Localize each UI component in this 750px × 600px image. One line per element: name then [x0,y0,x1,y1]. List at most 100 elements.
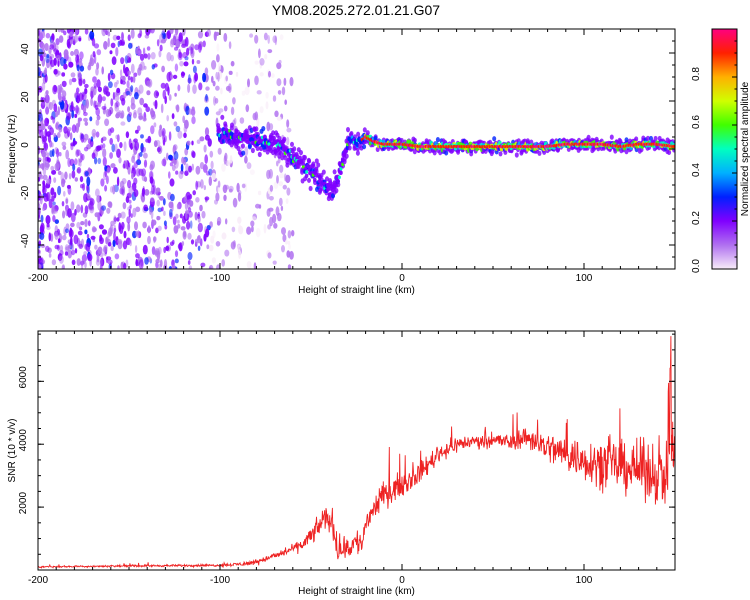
noise-cell [200,179,204,189]
noise-cell [69,227,73,237]
x-tick-label: -200 [28,273,48,284]
noise-cell [104,185,108,192]
noise-cell [50,59,55,68]
noise-cell [82,78,86,85]
noise-cell [61,178,65,188]
noise-cell [174,29,179,36]
y-tick-label: 0 [20,142,31,148]
noise-cell [279,173,284,179]
noise-cell [46,118,50,124]
noise-cell [132,75,136,83]
noise-cell [166,236,169,244]
noise-cell [57,253,63,262]
noise-cell [174,63,179,72]
noise-cell [160,103,164,114]
noise-cell [184,119,189,129]
noise-cell [168,94,172,101]
noise-cell [68,244,71,249]
y-tick-label: -20 [20,185,31,200]
ridge-halo-cell [241,150,246,156]
noise-cell [221,232,227,240]
noise-cell [199,204,203,212]
noise-cell [141,168,147,177]
noise-cell [158,50,162,58]
noise-cell [89,116,93,122]
noise-cell [61,141,67,147]
ridge-halo-cell [356,131,361,137]
noise-cell [114,143,118,153]
snr-plot: -200 -100 0 100 2000 4000 6000 Height of straig… [7,330,676,597]
noise-cell [233,117,237,125]
noise-cell [173,225,179,234]
y-tick-label: 20 [20,91,31,103]
noise-cell [123,64,126,74]
noise-cell [131,155,136,163]
noise-cell [284,99,288,105]
noise-cell [119,187,124,195]
ridge-halo-cell [308,185,313,192]
noise-cell [244,155,248,164]
noise-cell [166,152,169,161]
noise-cell [43,193,49,202]
noise-cell [244,146,249,157]
noise-cell [127,222,131,232]
noise-cell [110,127,115,133]
noise-cell [249,33,254,38]
noise-cell [237,216,242,224]
x-tick-label: 0 [399,273,405,284]
noise-cell [186,220,191,230]
noise-cell [197,215,201,223]
noise-cell [112,34,118,41]
noise-cell [257,190,262,196]
noise-cell [129,239,133,247]
noise-cell [128,162,131,168]
colorbar-tick-label: 0.0 [691,259,702,273]
noise-cell [69,39,74,45]
noise-cell [263,32,268,41]
noise-cell [52,84,58,95]
noise-cell [178,52,182,59]
noise-cell [122,240,128,250]
noise-cell [181,241,185,246]
noise-cell [42,167,47,176]
noise-cell [133,189,139,198]
noise-cell [279,164,284,173]
noise-cell [67,157,71,168]
noise-cell [119,180,125,189]
noise-cell [166,115,169,122]
ridge-halo-cell [220,114,225,120]
noise-cell [197,211,201,217]
noise-cell [156,199,160,207]
noise-cell [274,110,279,118]
noise-cell [191,116,196,125]
noise-cell [271,73,275,79]
noise-cell [223,155,227,165]
noise-cell [147,225,151,234]
noise-cell [92,76,97,83]
noise-cell [109,137,113,145]
noise-cell [96,195,101,203]
noise-cell [87,220,91,227]
noise-cell [67,185,72,195]
noise-cell [100,258,103,267]
noise-cell [128,111,133,117]
noise-cell [267,49,273,54]
noise-cell [178,32,183,42]
ridge-halo-cell [498,151,503,157]
noise-cell [90,136,94,142]
noise-cell [63,126,68,134]
noise-cell [161,30,166,38]
noise-cell [100,178,105,187]
noise-cell [199,162,205,170]
noise-cell [130,76,134,83]
ridge-halo-cell [299,150,303,156]
noise-cell [45,90,49,95]
noise-cell [245,104,250,113]
noise-cell [143,159,148,168]
noise-cell [74,248,78,254]
noise-cell [254,75,259,86]
noise-cell [67,127,72,132]
noise-cell [102,148,107,158]
ridge-halo-cell [221,138,226,144]
noise-cell [136,159,142,166]
